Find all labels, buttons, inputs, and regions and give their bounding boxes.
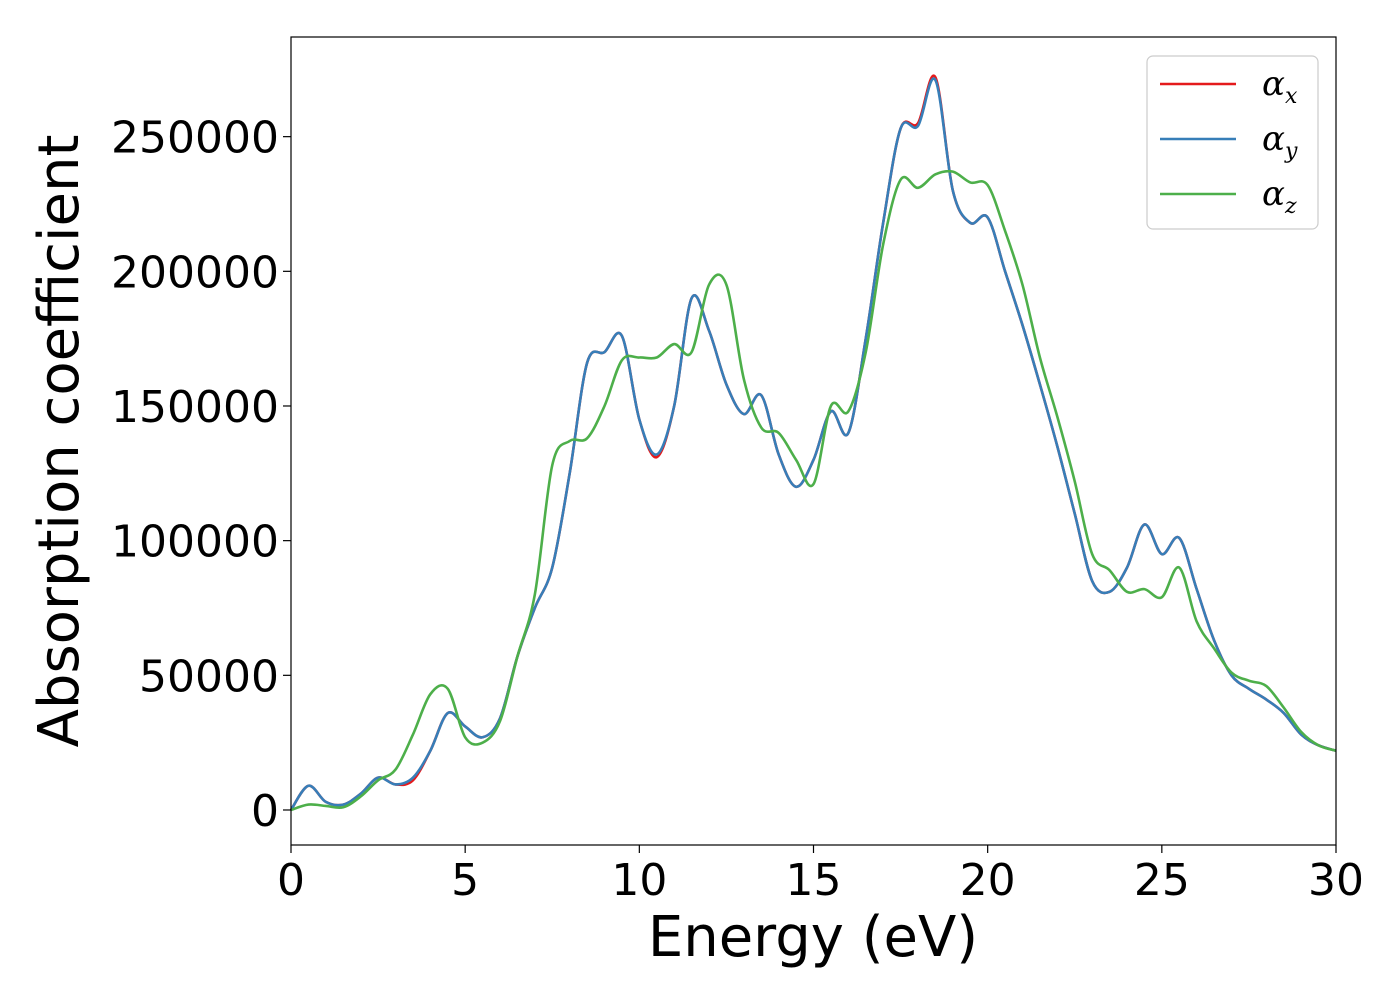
legend-subscript: z — [1284, 194, 1297, 219]
y-tick-label: 250000 — [111, 113, 279, 164]
legend-subscript: y — [1284, 139, 1298, 164]
y-tick-label: 200000 — [111, 247, 279, 298]
x-tick-label: 20 — [960, 855, 1016, 906]
y-axis: 0 50000 100000 150000 200000 250000 — [111, 113, 291, 837]
x-axis: 0 5 10 15 20 25 30 — [277, 845, 1364, 906]
series-line-y — [289, 77, 1337, 811]
x-axis-label: Energy (eV) — [648, 905, 978, 970]
x-tick-label: 30 — [1308, 855, 1364, 906]
x-tick-label: 5 — [451, 855, 479, 906]
legend-box — [1146, 55, 1319, 230]
series-line-z — [290, 169, 1337, 812]
y-tick-label: 150000 — [111, 382, 279, 433]
y-tick-label: 50000 — [139, 651, 279, 702]
y-tick-label: 100000 — [111, 517, 279, 568]
y-axis-label: Absorption coefficient — [27, 135, 92, 748]
x-tick-label: 25 — [1134, 855, 1190, 906]
x-tick-label: 0 — [277, 855, 305, 906]
y-tick-label: 0 — [251, 786, 279, 837]
legend-subscript: x — [1285, 84, 1298, 109]
x-tick-label: 15 — [786, 855, 842, 906]
series-layer — [289, 74, 1337, 812]
x-tick-label: 10 — [611, 855, 667, 906]
